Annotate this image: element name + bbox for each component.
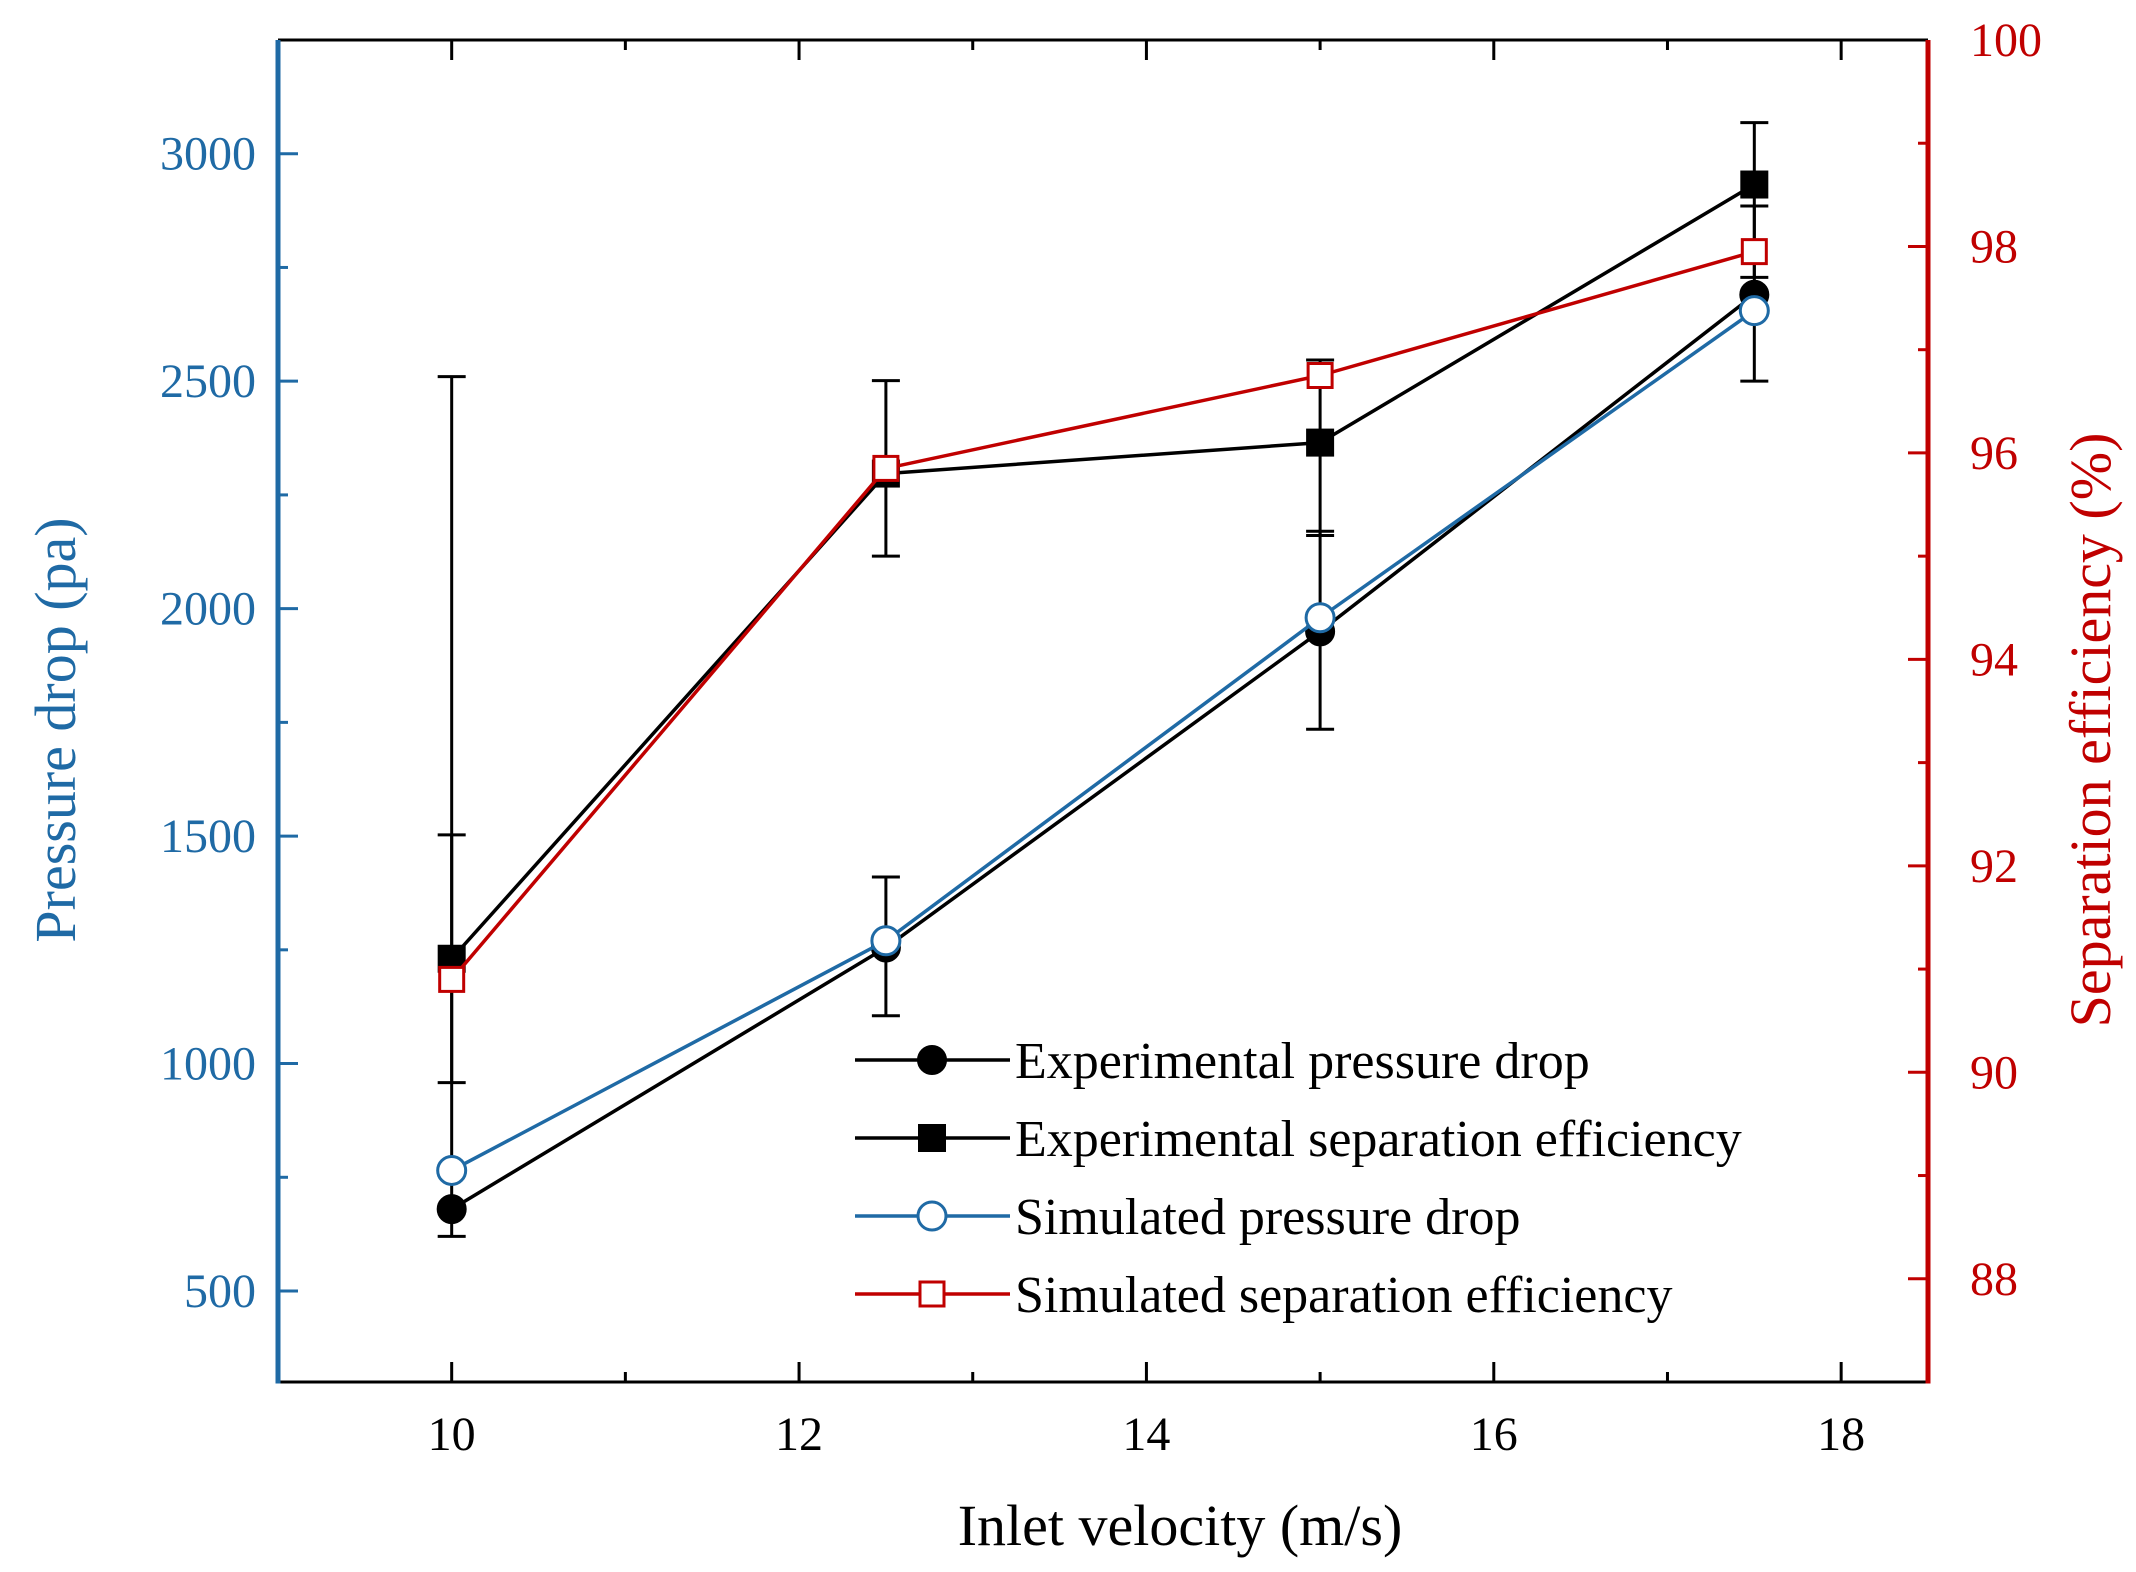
data-point [436, 1194, 467, 1225]
y-right-tick-label: 94 [1970, 633, 2018, 686]
series-line [450, 309, 1756, 1173]
data-point [872, 454, 900, 482]
legend-marker [916, 1200, 948, 1232]
data-point [870, 925, 902, 957]
y-left-tick-label: 500 [184, 1265, 256, 1318]
series-simulated-pressure-drop [436, 295, 1770, 1186]
data-point [1738, 295, 1770, 327]
y-right-tick-label: 100 [1970, 14, 2042, 67]
legend-label: Simulated pressure drop [1015, 1189, 1520, 1246]
legend-layer: Experimental pressure drop Experimental s… [855, 1033, 1742, 1324]
legend-item: Simulated separation efficiency [855, 1267, 1672, 1324]
data-point [1740, 170, 1769, 199]
data-point [436, 1154, 468, 1186]
legend-marker [918, 1280, 946, 1308]
y-left-axis-title: Pressure drop (pa) [23, 517, 88, 942]
x-tick-label: 18 [1817, 1408, 1865, 1461]
legend-item: Experimental separation efficiency [855, 1111, 1742, 1168]
y-left-tick-label: 2000 [160, 583, 256, 636]
legend-marker [917, 1045, 947, 1075]
x-tick-label: 12 [775, 1408, 823, 1461]
series-simulated-separation-efficiency [438, 238, 1768, 993]
data-point [438, 965, 466, 993]
legend-item: Experimental pressure drop [855, 1033, 1590, 1090]
y-left-tick-label: 1000 [160, 1038, 256, 1091]
y-right-tick-label: 96 [1970, 427, 2018, 480]
frame-layer [275, 38, 1931, 1384]
y-left-tick-label: 1500 [160, 810, 256, 863]
legend-item: Simulated pressure drop [855, 1189, 1520, 1246]
y-left-tick-label: 3000 [160, 128, 256, 181]
y-right-tick-label: 88 [1970, 1253, 2018, 1306]
legend-marker [918, 1124, 946, 1152]
data-point [1304, 602, 1336, 634]
legend-label: Experimental separation efficiency [1015, 1111, 1742, 1168]
y-left-tick-label: 2500 [160, 355, 256, 408]
data-point [1306, 362, 1334, 389]
legend-label: Experimental pressure drop [1015, 1033, 1590, 1090]
x-tick-label: 16 [1470, 1408, 1518, 1461]
legend-label: Simulated separation efficiency [1015, 1267, 1672, 1324]
y-right-tick-label: 98 [1970, 220, 2018, 273]
y-right-axis-title: Separation efficiency (%) [2058, 433, 2123, 1028]
x-axis-title: Inlet velocity (m/s) [958, 1493, 1403, 1558]
data-point [1740, 238, 1768, 266]
data-point [1306, 428, 1335, 457]
y-right-tick-label: 90 [1970, 1046, 2018, 1099]
ticks-layer: 10 12 14 16 18 500 1000 1500 2000 2500 3000 88 90 92 9… [160, 14, 2042, 1461]
series-layer [436, 121, 1770, 1238]
x-tick-label: 14 [1122, 1408, 1170, 1461]
y-right-tick-label: 92 [1970, 840, 2018, 893]
series-line [450, 249, 1755, 981]
x-tick-label: 10 [428, 1408, 476, 1461]
